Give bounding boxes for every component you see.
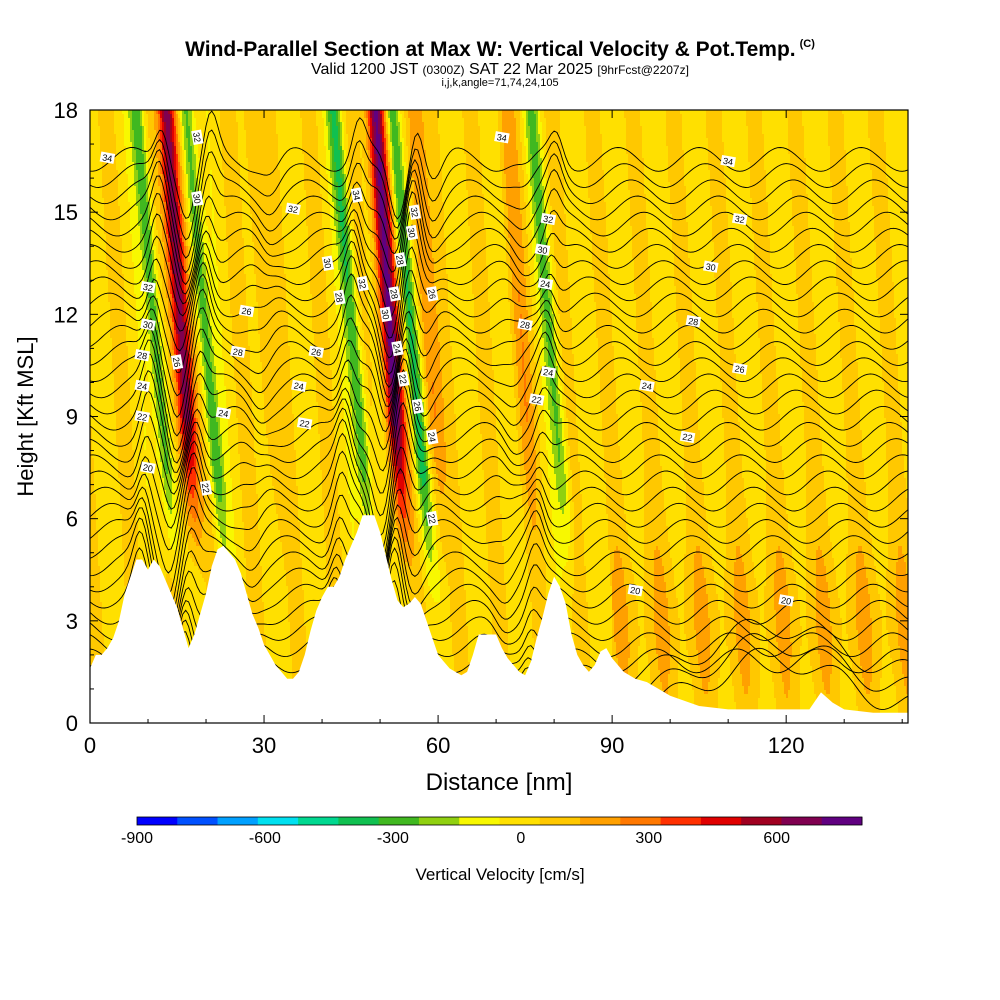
theta-label-text: 30 (705, 261, 717, 273)
y-tick-label: 15 (54, 200, 78, 225)
theta-label-text: 22 (200, 482, 212, 494)
theta-label-text: 24 (542, 367, 554, 379)
colorbar-swatch (540, 817, 581, 825)
theta-label-text: 30 (380, 309, 392, 321)
theta-label-text: 28 (232, 346, 244, 358)
theta-label-text: 34 (351, 189, 363, 201)
colorbar-swatch (500, 817, 541, 825)
colorbar-swatch (258, 817, 299, 825)
theta-label-text: 20 (629, 585, 641, 597)
colorbar-swatch (338, 817, 379, 825)
colorbar-tick-label: -600 (249, 830, 281, 847)
y-tick-label: 18 (54, 98, 78, 123)
y-tick-label: 6 (66, 507, 78, 532)
theta-label-text: 24 (218, 408, 230, 420)
y-tick-label: 3 (66, 609, 78, 634)
theta-label-text: 28 (519, 319, 531, 331)
theta-label-text: 24 (641, 381, 653, 393)
theta-label-text: 22 (397, 373, 409, 385)
theta-label-text: 34 (102, 152, 114, 164)
colorbar-tick-label: -300 (377, 830, 409, 847)
theta-label-text: 26 (241, 306, 253, 318)
x-tick-label: 0 (84, 733, 96, 758)
theta-label-text: 30 (537, 244, 549, 256)
theta-label-text: 28 (687, 316, 699, 328)
theta-label-text: 20 (142, 462, 154, 474)
theta-label-text: 30 (142, 319, 154, 331)
colorbar-tick-label: -900 (121, 830, 153, 847)
x-tick-label: 120 (768, 733, 805, 758)
colorbar-swatch (419, 817, 460, 825)
theta-label-text: 32 (287, 203, 299, 215)
theta-label-text: 26 (310, 346, 322, 358)
theta-label-text: 28 (136, 350, 148, 362)
theta-label-text: 26 (411, 401, 423, 413)
colorbar-swatch (781, 817, 822, 825)
theta-label-text: 28 (388, 288, 400, 300)
colorbar-label: Vertical Velocity [cm/s] (415, 865, 584, 884)
theta-label-text: 20 (780, 595, 792, 607)
theta-label-text: 32 (409, 206, 421, 218)
colorbar-swatch (620, 817, 661, 825)
theta-label-text: 30 (322, 258, 334, 270)
colorbar-tick-label: 300 (635, 830, 662, 847)
theta-label-text: 24 (540, 278, 552, 290)
theta-label-text: 32 (142, 282, 154, 294)
colorbar-tick-label: 600 (763, 830, 790, 847)
theta-label-text: 28 (333, 292, 345, 304)
colorbar-tick-label: 0 (516, 830, 525, 847)
theta-label-text: 22 (682, 432, 694, 444)
x-axis-label: Distance [nm] (426, 769, 573, 796)
x-tick-label: 30 (252, 733, 276, 758)
theta-label-text: 32 (191, 132, 203, 144)
colorbar-swatch (580, 817, 621, 825)
colorbar-swatch (822, 817, 863, 825)
theta-label-text: 22 (136, 411, 148, 423)
x-tick-label: 90 (600, 733, 624, 758)
theta-label-text: 24 (426, 431, 438, 443)
theta-label-text: 34 (496, 132, 508, 144)
theta-label-text: 22 (299, 418, 311, 430)
theta-label-text: 24 (391, 343, 403, 355)
colorbar-swatch (177, 817, 218, 825)
y-axis-label: Height [Kft MSL] (13, 336, 38, 496)
theta-label-text: 34 (722, 156, 734, 168)
colorbar-swatch (701, 817, 742, 825)
colorbar-swatch (137, 817, 178, 825)
colorbar-swatch (298, 817, 339, 825)
theta-label-text: 24 (293, 381, 305, 393)
theta-label-text: 26 (426, 288, 438, 300)
theta-label-text: 24 (136, 381, 148, 393)
y-tick-label: 9 (66, 405, 78, 430)
colorbar-swatch (741, 817, 782, 825)
colorbar-swatch (459, 817, 500, 825)
theta-label-text: 30 (406, 227, 418, 239)
theta-label-text: 32 (734, 214, 746, 226)
colorbar-swatch (379, 817, 420, 825)
theta-label-text: 26 (171, 356, 183, 368)
colorbar-swatch (661, 817, 702, 825)
colorbar: -900 -600 -300 0 300 600 Vertical Velocity [cm… (121, 817, 863, 884)
y-tick-label: 12 (54, 302, 78, 327)
y-tick-label: 0 (66, 711, 78, 736)
theta-label-text: 32 (356, 278, 368, 290)
colorbar-swatch (218, 817, 259, 825)
theta-label-text: 32 (542, 214, 554, 226)
theta-label-text: 22 (531, 394, 543, 406)
x-tick-label: 60 (426, 733, 450, 758)
theta-label-text: 28 (394, 254, 406, 266)
theta-label-text: 26 (734, 364, 746, 376)
theta-label-text: 22 (426, 513, 438, 525)
theta-label-text: 30 (191, 193, 203, 205)
